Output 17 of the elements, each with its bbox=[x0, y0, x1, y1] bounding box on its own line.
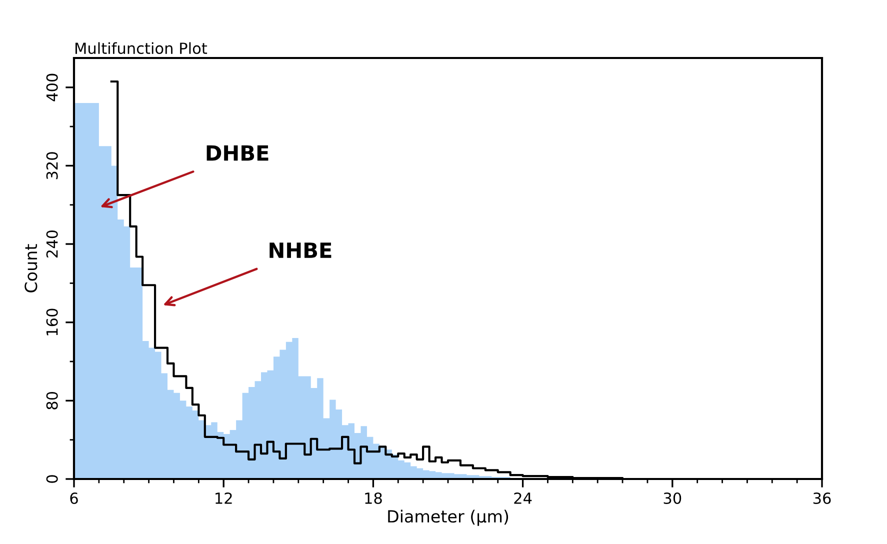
y-tick-label: 320 bbox=[46, 152, 58, 180]
y-tick-label: 400 bbox=[46, 74, 58, 102]
y-tick-label: 0 bbox=[46, 475, 58, 483]
x-tick-label: 12 bbox=[216, 492, 232, 504]
y-tick-label: 240 bbox=[46, 230, 58, 258]
annotation: DHBE bbox=[206, 145, 268, 161]
chart-title: Multifunction Plot bbox=[76, 42, 208, 54]
x-tick-label: 6 bbox=[70, 492, 78, 504]
y-tick-label: 80 bbox=[46, 392, 58, 410]
x-axis-title: Diameter (µm) bbox=[388, 510, 508, 526]
y-tick-label: 160 bbox=[46, 308, 58, 336]
x-tick-label: 18 bbox=[365, 492, 382, 504]
y-axis-title: Count bbox=[24, 244, 38, 292]
x-tick-label: 24 bbox=[514, 492, 532, 504]
x-tick-label: 36 bbox=[813, 492, 831, 504]
annotation: NHBE bbox=[270, 242, 332, 258]
x-tick-label: 30 bbox=[664, 492, 682, 504]
